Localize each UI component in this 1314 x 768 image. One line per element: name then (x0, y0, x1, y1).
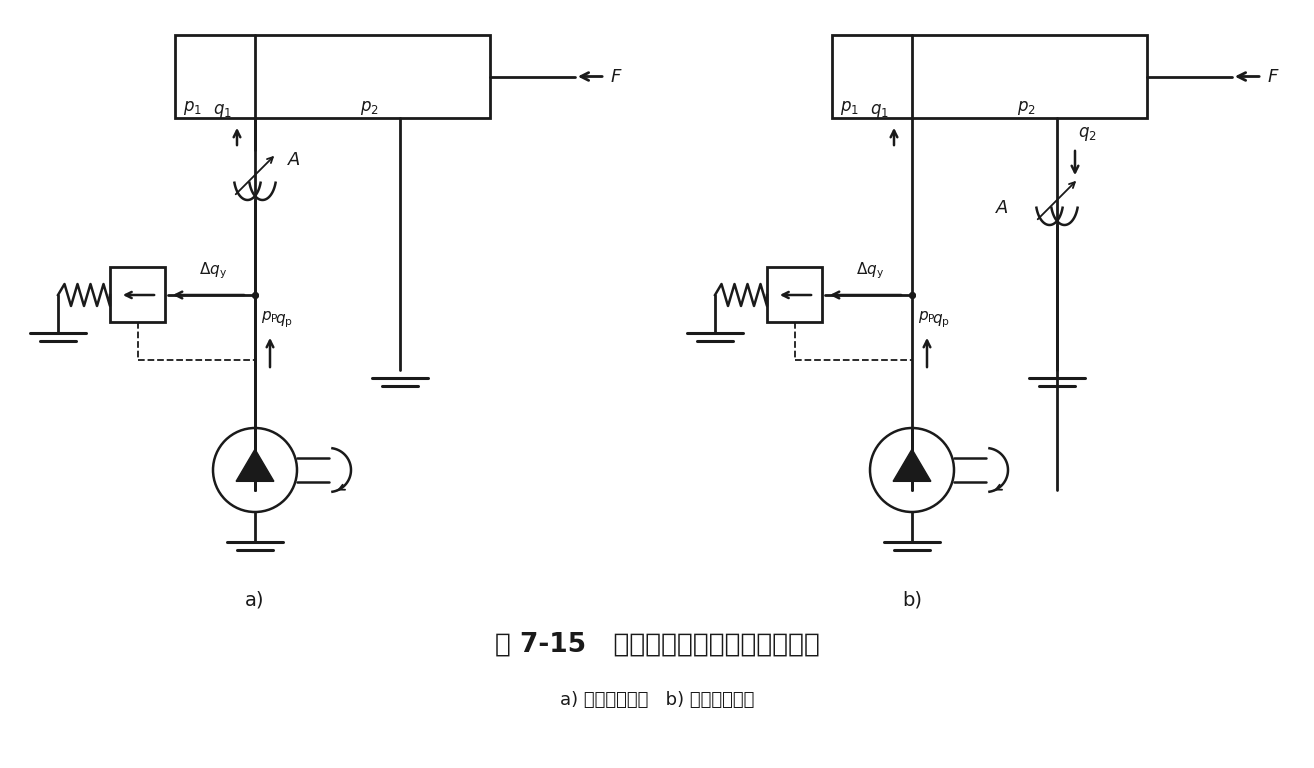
Bar (110, 267, 166, 322)
Text: a): a) (246, 590, 264, 609)
Text: $A$: $A$ (995, 199, 1009, 217)
Polygon shape (894, 449, 930, 482)
Polygon shape (237, 449, 273, 482)
Text: $q_1$: $q_1$ (213, 102, 233, 120)
Text: a) 进油节流调速   b) 回油节流调速: a) 进油节流调速 b) 回油节流调速 (560, 691, 754, 709)
Text: $q_2$: $q_2$ (1077, 125, 1097, 143)
Text: $F$: $F$ (1267, 68, 1280, 85)
Text: $p_1$: $p_1$ (840, 99, 859, 117)
Text: $A$: $A$ (286, 151, 301, 169)
Text: $F$: $F$ (610, 68, 623, 85)
Text: $p_{\rm P}$: $p_{\rm P}$ (918, 309, 936, 325)
Text: $p_{\rm P}$: $p_{\rm P}$ (261, 309, 279, 325)
Text: $\Delta q_{\rm y}$: $\Delta q_{\rm y}$ (855, 260, 884, 281)
Text: $q_{\rm p}$: $q_{\rm p}$ (275, 313, 293, 330)
Text: 图 7-15   节流阀进、回油节流调速回路: 图 7-15 节流阀进、回油节流调速回路 (494, 632, 820, 658)
Bar (832, 35, 1147, 118)
Bar (175, 35, 490, 118)
Text: $\Delta q_{\rm y}$: $\Delta q_{\rm y}$ (198, 260, 227, 281)
Bar (767, 267, 823, 322)
Text: $p_1$: $p_1$ (183, 99, 202, 117)
Text: $q_{\rm p}$: $q_{\rm p}$ (932, 313, 950, 330)
Text: $p_2$: $p_2$ (1017, 99, 1035, 117)
Text: b): b) (901, 590, 922, 609)
Text: $p_2$: $p_2$ (360, 99, 378, 117)
Text: $q_1$: $q_1$ (870, 102, 890, 120)
